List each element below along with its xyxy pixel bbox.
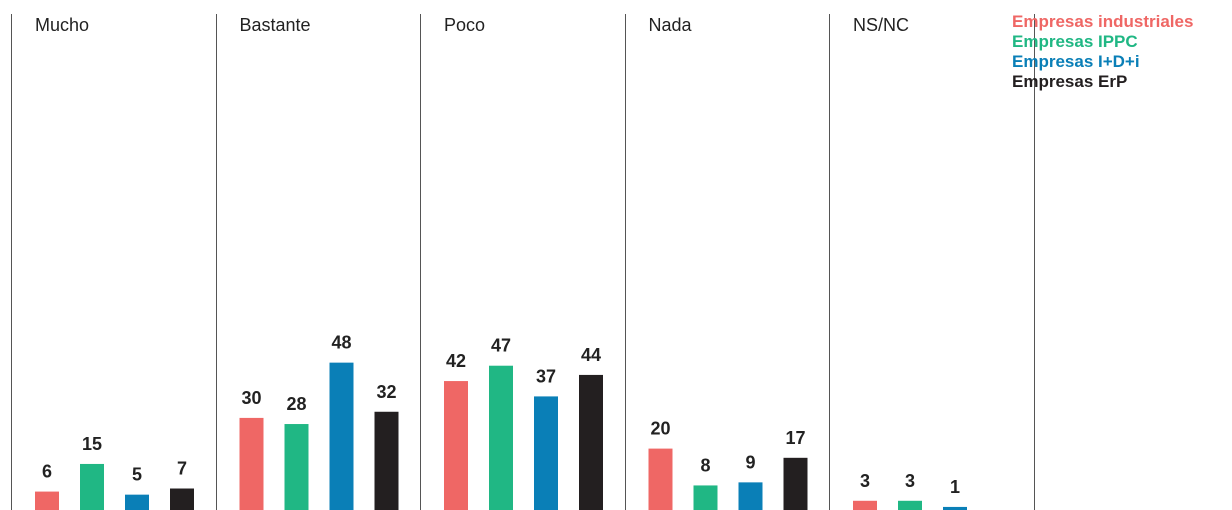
bar-empresas-erp-poco <box>579 374 603 510</box>
bar-empresas-i-d-i-poco <box>534 396 558 510</box>
category-label-nada: Nada <box>649 15 693 35</box>
category-label-mucho: Mucho <box>35 15 89 35</box>
bar-empresas-i-d-i-mucho <box>125 494 149 510</box>
bar-empresas-ippc-nada <box>693 485 718 510</box>
data-label-empresas-ippc-poco: 47 <box>491 336 511 356</box>
data-label-empresas-i-d-i-poco: 37 <box>536 366 556 386</box>
data-label-empresas-erp-poco: 44 <box>581 345 601 365</box>
data-label-empresas-i-d-i-mucho: 5 <box>132 465 142 485</box>
bar-empresas-erp-mucho <box>170 488 194 510</box>
data-label-empresas-i-d-i-ns-nc: 1 <box>950 477 960 497</box>
data-label-empresas-erp-nada: 17 <box>785 428 805 448</box>
category-label-ns-nc: NS/NC <box>853 15 909 35</box>
bar-empresas-erp-bastante <box>374 411 399 510</box>
bar-empresas-i-d-i-nada <box>738 482 763 510</box>
category-label-poco: Poco <box>444 15 485 35</box>
bar-empresas-i-d-i-ns-nc <box>943 506 967 510</box>
data-label-empresas-ippc-ns-nc: 3 <box>905 471 915 491</box>
bar-empresas-ippc-mucho <box>80 463 104 510</box>
bar-empresas-i-d-i-bastante <box>329 362 354 510</box>
bar-empresas-ippc-poco <box>489 365 513 510</box>
data-label-empresas-i-d-i-bastante: 48 <box>331 333 351 353</box>
bar-empresas-ippc-ns-nc <box>898 500 922 510</box>
data-label-empresas-industriales-poco: 42 <box>446 351 466 371</box>
data-label-empresas-erp-bastante: 32 <box>376 382 396 402</box>
bar-empresas-erp-nada <box>783 457 808 510</box>
data-label-empresas-industriales-bastante: 30 <box>241 388 261 408</box>
bar-empresas-industriales-bastante <box>239 417 264 510</box>
legend-item-empresas-erp: Empresas ErP <box>1012 72 1128 91</box>
legend: Empresas industriales Empresas IPPC Empr… <box>1012 12 1193 92</box>
data-label-empresas-ippc-mucho: 15 <box>82 434 102 454</box>
legend-item-empresas-ippc: Empresas IPPC <box>1012 32 1138 51</box>
bar-empresas-industriales-nada <box>648 448 673 510</box>
bar-empresas-industriales-poco <box>444 381 468 510</box>
bar-empresas-ippc-bastante <box>284 424 309 510</box>
legend-item-empresas-industriales: Empresas industriales <box>1012 12 1194 31</box>
bar-empresas-industriales-mucho <box>35 491 59 510</box>
data-label-empresas-industriales-ns-nc: 3 <box>860 471 870 491</box>
data-label-empresas-industriales-mucho: 6 <box>42 462 52 482</box>
legend-item-empresas-idi: Empresas I+D+i <box>1012 52 1140 71</box>
bar-empresas-industriales-ns-nc <box>853 500 877 510</box>
data-label-empresas-ippc-bastante: 28 <box>286 394 306 414</box>
data-label-empresas-industriales-nada: 20 <box>650 419 670 439</box>
data-label-empresas-erp-mucho: 7 <box>177 459 187 479</box>
category-label-bastante: Bastante <box>240 15 311 35</box>
data-label-empresas-ippc-nada: 8 <box>700 455 710 475</box>
data-label-empresas-i-d-i-nada: 9 <box>745 452 755 472</box>
